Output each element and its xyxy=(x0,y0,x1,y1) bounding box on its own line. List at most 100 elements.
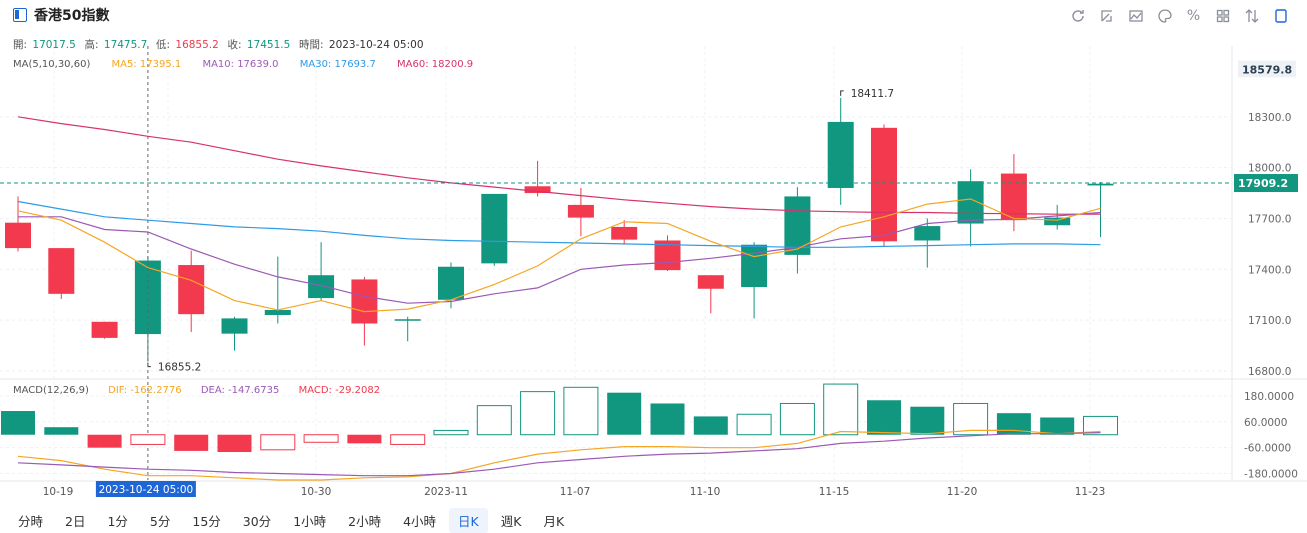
tab-2-day[interactable]: 2日 xyxy=(65,514,86,529)
candle-body xyxy=(308,275,335,299)
candle xyxy=(871,124,897,247)
open-value: 17017.5 xyxy=(32,39,76,51)
tab-daily[interactable]: 日K xyxy=(449,508,488,533)
compare-icon[interactable] xyxy=(1237,5,1266,27)
candle-body xyxy=(567,204,594,218)
candle-body xyxy=(264,309,291,316)
macd-bar xyxy=(650,403,685,435)
macd-bar xyxy=(736,413,772,436)
high-label: 高: xyxy=(84,39,99,51)
macd-bar xyxy=(1040,417,1075,435)
price-tick-label: 18000.0 xyxy=(1248,163,1291,175)
candle-body xyxy=(697,275,724,289)
tab-weekly[interactable]: 週K xyxy=(500,514,522,529)
top-price-label-bg xyxy=(1238,60,1296,78)
indicator-icon[interactable] xyxy=(1121,5,1150,27)
candle xyxy=(611,220,638,245)
time-tick-label: 2023-11 xyxy=(424,486,468,498)
candle xyxy=(134,256,161,362)
tab-1-hour[interactable]: 1小時 xyxy=(293,514,327,529)
percent-icon[interactable]: % xyxy=(1186,8,1201,24)
ma10-line xyxy=(18,211,1101,304)
current-price-label-bg xyxy=(1234,174,1298,193)
candle-body xyxy=(741,244,768,288)
candle-body xyxy=(481,193,508,264)
ma5-legend: MA5: 17395.1 xyxy=(111,59,182,70)
candle xyxy=(221,316,248,351)
time-tick-label: 10-30 xyxy=(301,486,332,498)
candle xyxy=(48,248,75,299)
palette-icon[interactable] xyxy=(1150,5,1179,27)
macd-bar xyxy=(1,411,35,435)
macd-bar xyxy=(520,391,556,436)
macd-bar xyxy=(779,402,815,436)
tab-5-min[interactable]: 5分 xyxy=(149,514,171,529)
macd-tick-label: 60.0000 xyxy=(1244,417,1287,429)
ma-legend: MA(5,10,30,60) MA5: 17395.1 MA10: 17639.… xyxy=(13,59,491,70)
candle xyxy=(481,193,508,266)
candle xyxy=(394,316,421,342)
macd-bar xyxy=(867,400,901,435)
tab-intraday[interactable]: 分時 xyxy=(18,514,44,529)
close-label: 收: xyxy=(227,39,242,51)
time-label: 時間: xyxy=(299,39,324,51)
open-label: 開: xyxy=(13,39,28,51)
low-value: 16855.2 xyxy=(175,39,219,51)
candle-body xyxy=(178,265,205,315)
time-value: 2023-10-24 05:00 xyxy=(328,39,424,51)
macd-bar xyxy=(433,429,469,436)
ma10-legend: MA10: 17639.0 xyxy=(202,59,279,70)
dea-line xyxy=(17,432,1101,477)
macd-bar xyxy=(1083,415,1118,436)
toolbar: % xyxy=(1063,5,1295,27)
macd-bar xyxy=(87,434,122,448)
candle-body xyxy=(5,222,31,249)
tab-4-hour[interactable]: 4小時 xyxy=(403,514,437,529)
candle-body xyxy=(611,226,638,240)
draw-icon[interactable] xyxy=(1092,5,1121,27)
price-tick-label: 17700.0 xyxy=(1248,213,1291,225)
candle-body xyxy=(221,318,248,334)
crosshair-time-bg xyxy=(95,481,196,497)
ma30-legend: MA30: 17693.7 xyxy=(299,59,376,70)
current-price-label: 17909.2 xyxy=(1238,177,1288,190)
macd-bar xyxy=(823,383,859,436)
layout-icon[interactable] xyxy=(1208,5,1237,27)
candle xyxy=(5,196,31,252)
candle xyxy=(524,160,551,197)
macd-bar xyxy=(910,406,945,435)
candle xyxy=(1044,204,1071,230)
macd-legend: MACD(12,26,9) DIF: -162.2776 DEA: -147.6… xyxy=(13,385,396,396)
fullscreen-icon[interactable] xyxy=(1266,5,1295,27)
ma-legend-name: MA(5,10,30,60) xyxy=(13,59,91,70)
candle-body xyxy=(914,226,941,241)
time-tick-label: 11-07 xyxy=(560,486,591,498)
low-annotation: 16855.2 xyxy=(158,362,201,374)
macd-bar xyxy=(347,434,382,444)
macd-bar xyxy=(260,434,296,451)
tab-monthly[interactable]: 月K xyxy=(543,514,565,529)
candle-body xyxy=(91,321,118,338)
candle xyxy=(697,275,724,314)
price-tick-label: 16800.0 xyxy=(1248,366,1291,378)
macd-tick-label: -180.0000 xyxy=(1244,469,1298,481)
candle-body xyxy=(1087,183,1114,186)
ma30-line xyxy=(17,200,1101,248)
refresh-icon[interactable] xyxy=(1063,5,1092,27)
macd-value-legend: MACD: -29.2082 xyxy=(298,385,381,396)
interval-tabs: 分時 2日 1分 5分 15分 30分 1小時 2小時 4小時 日K 週K 月K xyxy=(9,508,577,533)
tab-30-min[interactable]: 30分 xyxy=(242,514,272,529)
macd-bar xyxy=(130,434,166,445)
tab-2-hour[interactable]: 2小時 xyxy=(348,514,382,529)
macd-legend-name: MACD(12,26,9) xyxy=(13,385,89,396)
macd-bar xyxy=(303,434,339,443)
price-tick-label: 17400.0 xyxy=(1248,264,1291,276)
tab-15-min[interactable]: 15分 xyxy=(192,514,221,529)
time-tick-label: 11-23 xyxy=(1075,486,1106,498)
candle xyxy=(784,187,811,274)
candle xyxy=(654,235,681,271)
candle xyxy=(438,262,464,309)
tab-1-min[interactable]: 1分 xyxy=(107,514,128,529)
time-tick-label: 11-10 xyxy=(690,486,721,498)
